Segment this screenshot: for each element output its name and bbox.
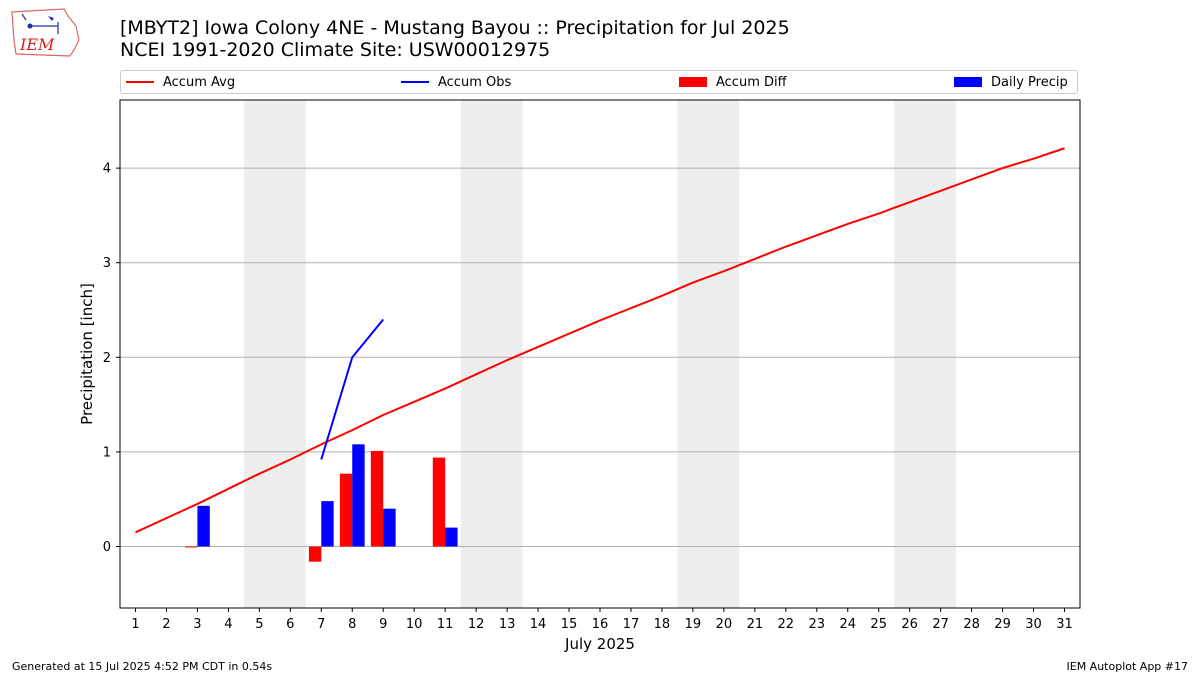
chart-subtitle: NCEI 1991-2020 Climate Site: USW00012975 bbox=[120, 39, 551, 61]
tick-label-x-1: 1 bbox=[131, 617, 139, 632]
bar-daily-precip-day-9 bbox=[383, 508, 396, 547]
tick-label-x-20: 20 bbox=[716, 617, 733, 632]
line-accum-obs bbox=[320, 318, 384, 460]
tick-label-x-7: 7 bbox=[317, 617, 325, 632]
bar-accum-diff-day-11 bbox=[432, 457, 446, 547]
footer-app: IEM Autoplot App #17 bbox=[1066, 660, 1189, 673]
tick-label-x-4: 4 bbox=[224, 617, 232, 632]
tick-label-x-30: 30 bbox=[1025, 617, 1042, 632]
legend-swatch-accum-obs bbox=[401, 81, 429, 83]
bar-accum-diff-day-8 bbox=[339, 473, 353, 547]
legend-item-accum-diff: Accum Diff bbox=[679, 71, 787, 93]
tick-label-x-25: 25 bbox=[870, 617, 887, 632]
tick-label-x-16: 16 bbox=[592, 617, 609, 632]
legend-swatch-accum-diff bbox=[679, 77, 707, 87]
bar-accum-diff-day-7 bbox=[308, 546, 322, 562]
tick-label-x-14: 14 bbox=[530, 617, 547, 632]
tick-label-x-11: 11 bbox=[437, 617, 454, 632]
weekend-band-1 bbox=[243, 100, 306, 608]
tick-label-y-4: 4 bbox=[103, 162, 111, 177]
weekend-band-2 bbox=[460, 100, 523, 608]
tick-label-x-17: 17 bbox=[623, 617, 640, 632]
legend-label-accum-diff: Accum Diff bbox=[716, 74, 787, 90]
weekend-band-3 bbox=[677, 100, 740, 608]
bar-daily-precip-day-11 bbox=[445, 527, 458, 547]
tick-label-x-21: 21 bbox=[747, 617, 764, 632]
tick-label-x-29: 29 bbox=[994, 617, 1011, 632]
legend-label-accum-obs: Accum Obs bbox=[438, 74, 512, 90]
bar-daily-precip-day-7 bbox=[321, 501, 334, 547]
iem-logo: IEM bbox=[11, 8, 80, 57]
bars bbox=[185, 444, 458, 562]
bar-accum-diff-day-3 bbox=[185, 546, 198, 548]
chart-title: [MBYT2] Iowa Colony 4NE - Mustang Bayou … bbox=[120, 17, 790, 39]
bar-daily-precip-day-8 bbox=[352, 444, 365, 547]
bar-accum-diff-day-9 bbox=[370, 450, 384, 547]
tick-label-x-27: 27 bbox=[932, 617, 949, 632]
lines bbox=[135, 147, 1065, 534]
tick-label-x-5: 5 bbox=[255, 617, 263, 632]
tick-label-x-22: 22 bbox=[778, 617, 795, 632]
legend-item-accum-avg: Accum Avg bbox=[126, 71, 235, 93]
bar-daily-precip-day-3 bbox=[197, 505, 210, 547]
tick-label-y-0: 0 bbox=[103, 540, 111, 555]
tick-label-x-26: 26 bbox=[901, 617, 918, 632]
tick-label-x-9: 9 bbox=[379, 617, 387, 632]
tick-label-x-13: 13 bbox=[499, 617, 516, 632]
tick-label-x-15: 15 bbox=[561, 617, 578, 632]
tick-label-x-10: 10 bbox=[406, 617, 423, 632]
tick-label-y-2: 2 bbox=[103, 351, 111, 366]
tick-label-x-19: 19 bbox=[685, 617, 702, 632]
tick-label-x-3: 3 bbox=[193, 617, 201, 632]
weekend-band-4 bbox=[894, 100, 957, 608]
legend-item-accum-obs: Accum Obs bbox=[401, 71, 511, 93]
tick-label-x-8: 8 bbox=[348, 617, 356, 632]
legend-label-accum-avg: Accum Avg bbox=[163, 74, 236, 90]
legend-swatch-accum-avg bbox=[126, 81, 154, 83]
legend-label-daily-precip: Daily Precip bbox=[991, 74, 1068, 90]
y-gridlines bbox=[120, 167, 1080, 548]
weekend-shading bbox=[243, 100, 957, 608]
footer-generated: Generated at 15 Jul 2025 4:52 PM CDT in … bbox=[12, 660, 273, 673]
x-axis-label: July 2025 bbox=[564, 635, 635, 653]
logo-text: IEM bbox=[19, 35, 55, 54]
tick-label-x-28: 28 bbox=[963, 617, 980, 632]
tick-label-y-1: 1 bbox=[103, 445, 111, 460]
tick-label-y-3: 3 bbox=[103, 256, 111, 271]
tick-label-x-2: 2 bbox=[162, 617, 170, 632]
tick-label-x-23: 23 bbox=[809, 617, 826, 632]
tick-label-x-12: 12 bbox=[468, 617, 485, 632]
y-ticks: 0 1 2 3 4 bbox=[103, 162, 120, 555]
chart-legend: Accum Avg Accum Obs Accum Diff Daily Pre… bbox=[120, 70, 1078, 94]
tick-label-x-18: 18 bbox=[654, 617, 671, 632]
legend-item-daily-precip: Daily Precip bbox=[954, 71, 1068, 93]
legend-swatch-daily-precip bbox=[954, 77, 982, 87]
tick-label-x-6: 6 bbox=[286, 617, 294, 632]
y-axis-label: Precipitation [inch] bbox=[78, 283, 96, 425]
x-ticks: 1 2 3 4 5 6 7 8 9 10 11 12 13 14 15 16 17 18 19 20 21 22 23 24 2… bbox=[131, 608, 1073, 632]
tick-label-x-31: 31 bbox=[1056, 617, 1073, 632]
line-accum-avg bbox=[135, 147, 1065, 534]
tick-label-x-24: 24 bbox=[839, 617, 856, 632]
